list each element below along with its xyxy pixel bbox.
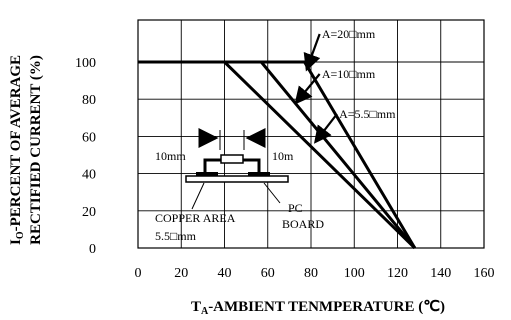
copper-pad-right <box>248 172 270 176</box>
copper-leader <box>191 182 205 210</box>
y-axis-label-line2: RECTIFIED CURRENT (%) <box>28 55 44 245</box>
y-label-rest: -PERCENT OF AVERAGE <box>8 55 24 231</box>
copper-size-label: 5.5□mm <box>155 229 197 243</box>
pc-board-label-2: BOARD <box>282 217 324 231</box>
series-pointer-3 <box>313 113 338 144</box>
series-line-3 <box>138 60 416 250</box>
x-tick-label: 120 <box>387 266 408 281</box>
y-label-sub: O <box>15 231 26 239</box>
x-tick-label: 140 <box>430 266 451 281</box>
series-label-1: A=20□mm <box>322 27 376 41</box>
plot-area: 0 20 40 60 80 100 120 140 160 0 20 40 60 80 100 A=20□mm… <box>75 19 495 281</box>
y-label-main: I <box>8 239 24 245</box>
copper-pad-left <box>196 172 218 176</box>
pc-board-label-1: PC <box>288 201 303 215</box>
copper-area-label: COPPER AREA <box>155 211 236 225</box>
x-tick-label: 160 <box>474 266 495 281</box>
x-tick-label: 100 <box>344 266 365 281</box>
y-tick-label: 60 <box>82 130 96 145</box>
series-pointer-2 <box>294 73 321 105</box>
y-tick-label: 80 <box>82 93 96 108</box>
series-label-2: A=10□mm <box>322 67 376 81</box>
left-dim-label: 10mm <box>155 149 186 163</box>
x-label-sub: A <box>201 306 209 317</box>
right-dim-label: 10m <box>272 149 294 163</box>
x-label-rest: -AMBIENT TENMPERATURE (℃) <box>208 299 445 315</box>
x-tick-label: 60 <box>261 266 275 281</box>
x-axis-label: TA-AMBIENT TENMPERATURE (℃) <box>191 299 445 317</box>
x-tick-label: 20 <box>174 266 188 281</box>
diode-body <box>220 154 244 164</box>
x-label-main: T <box>191 299 201 315</box>
y-axis-label-line1: IO-PERCENT OF AVERAGE <box>8 55 26 245</box>
y-tick-label: 0 <box>89 242 96 257</box>
pc-board <box>185 175 289 183</box>
series-pointer-1 <box>303 33 321 72</box>
x-tick-label: 40 <box>218 266 232 281</box>
series-label-3: A=5.5□mm <box>339 107 396 121</box>
y-tick-label: 100 <box>75 56 96 71</box>
board-leader <box>263 182 281 204</box>
mounting-inset: 10mm 10m COPPER AREA 5.5□mm PC BOARD <box>155 128 324 243</box>
x-tick-label: 80 <box>304 266 318 281</box>
y-tick-label: 20 <box>82 205 96 220</box>
y-tick-label: 40 <box>82 168 96 183</box>
x-tick-label: 0 <box>135 266 142 281</box>
